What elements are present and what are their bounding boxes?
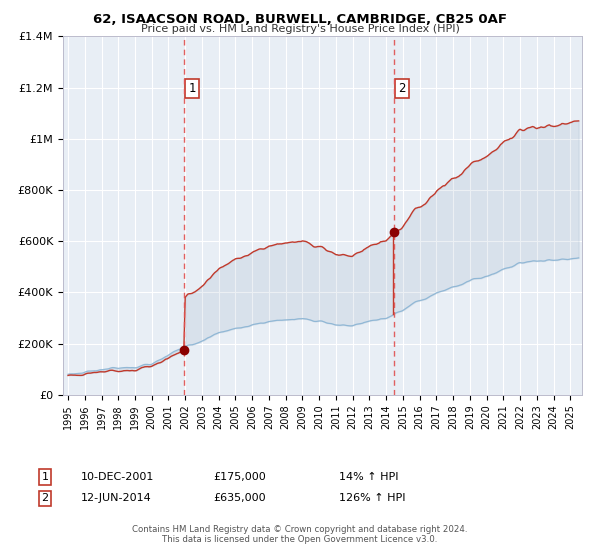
- Text: This data is licensed under the Open Government Licence v3.0.: This data is licensed under the Open Gov…: [163, 535, 437, 544]
- Text: £635,000: £635,000: [213, 493, 266, 503]
- Text: 12-JUN-2014: 12-JUN-2014: [81, 493, 152, 503]
- Text: 2: 2: [41, 493, 49, 503]
- Text: Price paid vs. HM Land Registry's House Price Index (HPI): Price paid vs. HM Land Registry's House …: [140, 24, 460, 34]
- Text: 1: 1: [188, 82, 196, 95]
- Text: 62, ISAACSON ROAD, BURWELL, CAMBRIDGE, CB25 0AF: 62, ISAACSON ROAD, BURWELL, CAMBRIDGE, C…: [93, 13, 507, 26]
- Text: Contains HM Land Registry data © Crown copyright and database right 2024.: Contains HM Land Registry data © Crown c…: [132, 525, 468, 534]
- Text: 2: 2: [398, 82, 406, 95]
- Text: 14% ↑ HPI: 14% ↑ HPI: [339, 472, 398, 482]
- Text: 10-DEC-2001: 10-DEC-2001: [81, 472, 154, 482]
- Text: 126% ↑ HPI: 126% ↑ HPI: [339, 493, 406, 503]
- Text: 1: 1: [41, 472, 49, 482]
- Text: £175,000: £175,000: [213, 472, 266, 482]
